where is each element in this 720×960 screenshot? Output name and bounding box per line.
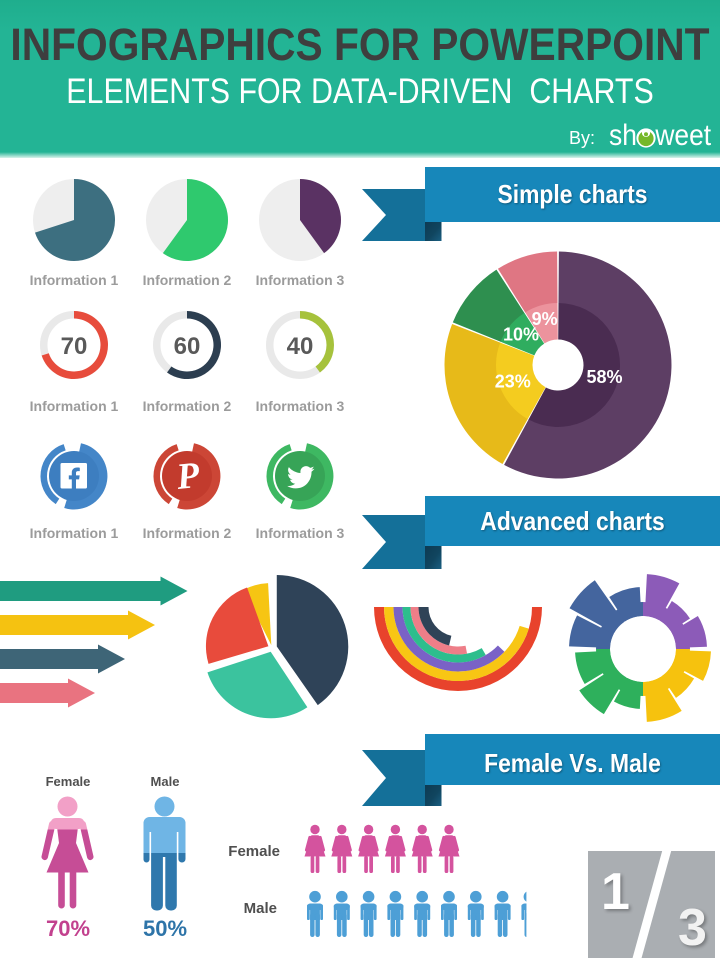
- svg-text:58%: 58%: [586, 367, 622, 387]
- svg-text:P: P: [174, 455, 202, 498]
- svg-text:10%: 10%: [503, 324, 539, 344]
- svg-text:23%: 23%: [495, 371, 531, 391]
- svg-text:9%: 9%: [532, 309, 558, 329]
